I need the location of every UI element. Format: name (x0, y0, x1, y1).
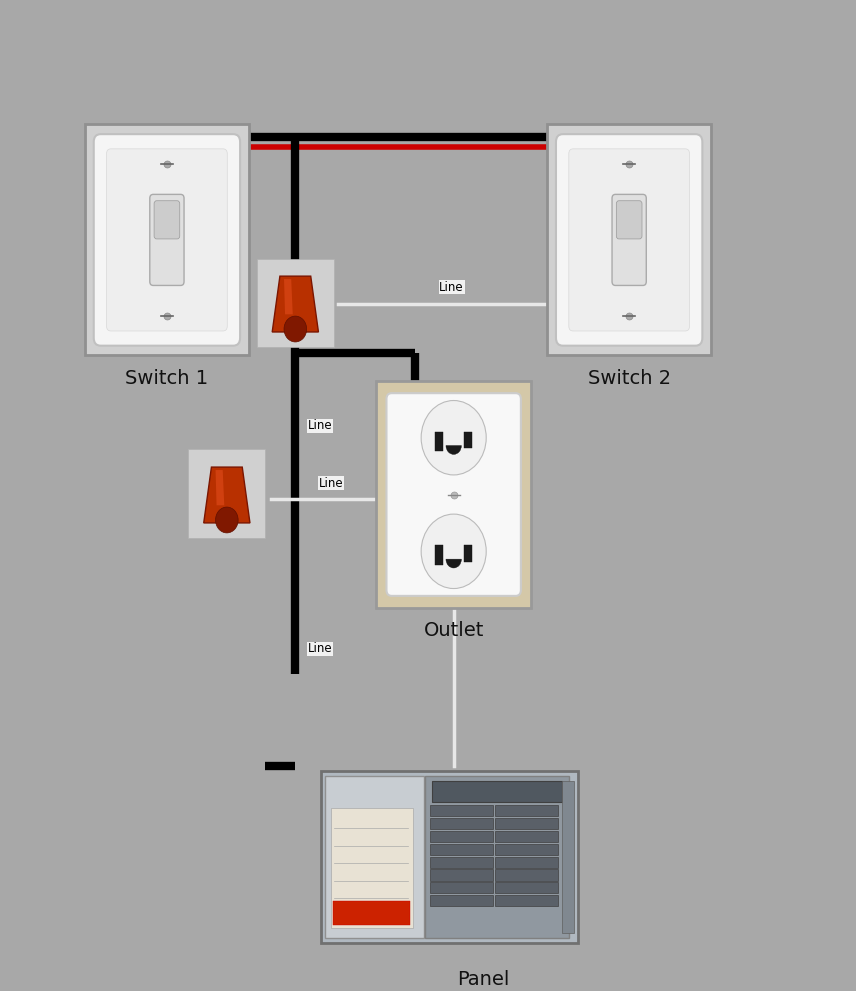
Bar (430, 830, 492, 842)
Bar (331, 808, 413, 928)
FancyBboxPatch shape (568, 149, 690, 331)
Text: Switch 1: Switch 1 (125, 370, 209, 388)
Bar (325, 776, 424, 937)
Circle shape (216, 507, 238, 533)
Bar (430, 856, 492, 868)
Bar (435, 432, 443, 452)
FancyBboxPatch shape (150, 194, 184, 285)
Bar (495, 882, 558, 894)
Bar (495, 830, 558, 842)
FancyBboxPatch shape (556, 134, 702, 346)
Text: Line: Line (308, 642, 333, 655)
Wedge shape (446, 446, 461, 454)
Bar (432, 781, 562, 802)
Bar (430, 895, 492, 907)
Bar (430, 843, 492, 855)
Circle shape (421, 514, 486, 589)
FancyBboxPatch shape (616, 201, 642, 239)
Bar (425, 776, 569, 937)
Bar (495, 856, 558, 868)
Bar (430, 818, 492, 829)
Circle shape (421, 400, 486, 475)
Bar (435, 545, 443, 565)
FancyBboxPatch shape (612, 194, 646, 285)
Text: Panel: Panel (457, 970, 510, 989)
FancyBboxPatch shape (376, 382, 531, 607)
Polygon shape (272, 276, 318, 332)
Bar (464, 545, 472, 562)
Text: Outlet: Outlet (424, 621, 484, 640)
Bar (562, 781, 574, 933)
Polygon shape (216, 470, 224, 505)
Bar (495, 895, 558, 907)
Bar (430, 869, 492, 881)
Wedge shape (446, 559, 461, 568)
Text: Line: Line (439, 280, 464, 293)
Bar (495, 869, 558, 881)
FancyBboxPatch shape (154, 201, 180, 239)
FancyBboxPatch shape (94, 134, 240, 346)
FancyBboxPatch shape (107, 149, 227, 331)
Polygon shape (284, 279, 293, 314)
FancyBboxPatch shape (547, 124, 710, 356)
Text: Switch 2: Switch 2 (587, 370, 671, 388)
Text: Line: Line (319, 477, 343, 490)
FancyBboxPatch shape (86, 124, 248, 356)
Bar (430, 806, 492, 817)
Bar (321, 771, 578, 942)
Bar (430, 882, 492, 894)
Text: Line: Line (308, 419, 333, 432)
Bar (188, 450, 265, 537)
Polygon shape (204, 467, 250, 523)
Bar (257, 259, 334, 347)
Bar (495, 843, 558, 855)
Bar (495, 818, 558, 829)
FancyBboxPatch shape (387, 393, 520, 596)
Bar (495, 806, 558, 817)
Bar (333, 901, 410, 925)
Bar (464, 432, 472, 449)
Circle shape (284, 316, 306, 342)
